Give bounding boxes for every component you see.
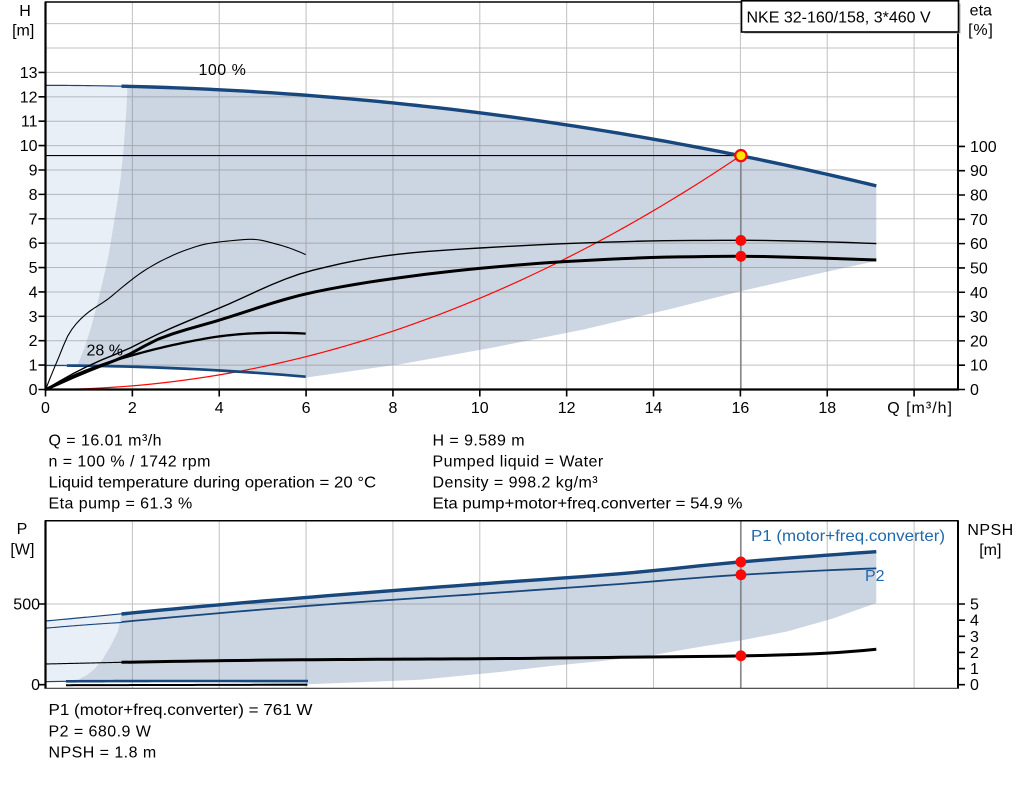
svg-text:12: 12 xyxy=(20,89,38,106)
svg-text:P1 (motor+freq.converter): P1 (motor+freq.converter) xyxy=(751,528,945,545)
svg-text:Liquid temperature during oper: Liquid temperature during operation = 20… xyxy=(49,475,377,492)
svg-text:11: 11 xyxy=(21,114,38,131)
svg-text:6: 6 xyxy=(302,400,311,417)
svg-text:P1 (motor+freq.converter) = 76: P1 (motor+freq.converter) = 761 W xyxy=(49,702,314,719)
svg-text:3: 3 xyxy=(29,309,38,326)
svg-text:1: 1 xyxy=(29,358,38,375)
svg-text:0: 0 xyxy=(29,382,38,399)
svg-text:P: P xyxy=(17,521,28,538)
svg-text:16: 16 xyxy=(731,400,749,417)
svg-text:[m]: [m] xyxy=(12,23,34,40)
svg-text:60: 60 xyxy=(970,236,988,253)
svg-text:90: 90 xyxy=(970,163,988,180)
svg-text:8: 8 xyxy=(388,400,397,417)
svg-text:n = 100 % / 1742 rpm: n = 100 % / 1742 rpm xyxy=(49,454,211,471)
svg-text:Eta pump = 61.3 %: Eta pump = 61.3 % xyxy=(49,496,193,513)
svg-text:Pumped liquid = Water: Pumped liquid = Water xyxy=(433,454,604,471)
svg-text:10: 10 xyxy=(471,400,489,417)
svg-text:NKE 32-160/158, 3*460 V: NKE 32-160/158, 3*460 V xyxy=(747,10,931,27)
svg-text:Eta pump+motor+freq.converter: Eta pump+motor+freq.converter = 54.9 % xyxy=(433,496,743,513)
svg-text:P2: P2 xyxy=(865,568,885,585)
svg-text:28 %: 28 % xyxy=(87,343,123,360)
svg-text:7: 7 xyxy=(29,211,38,228)
svg-text:H = 9.589 m: H = 9.589 m xyxy=(433,432,526,449)
svg-text:100 %: 100 % xyxy=(199,62,247,79)
svg-text:0: 0 xyxy=(970,382,979,399)
svg-text:eta: eta xyxy=(970,2,992,19)
svg-text:H: H xyxy=(19,3,31,20)
svg-text:5: 5 xyxy=(29,260,38,277)
svg-text:Density = 998.2 kg/m³: Density = 998.2 kg/m³ xyxy=(433,475,599,492)
svg-text:NPSH = 1.8 m: NPSH = 1.8 m xyxy=(49,744,157,761)
svg-text:14: 14 xyxy=(645,400,663,417)
svg-text:13: 13 xyxy=(20,65,38,82)
svg-text:4: 4 xyxy=(29,284,38,301)
svg-text:Q [m³/h]: Q [m³/h] xyxy=(887,400,953,417)
svg-text:2: 2 xyxy=(128,400,137,417)
svg-text:10: 10 xyxy=(970,358,988,375)
svg-text:6: 6 xyxy=(29,236,38,253)
svg-text:12: 12 xyxy=(558,400,576,417)
svg-text:30: 30 xyxy=(970,309,988,326)
svg-text:5: 5 xyxy=(970,597,979,614)
svg-text:1: 1 xyxy=(970,661,979,678)
svg-text:18: 18 xyxy=(818,400,836,417)
svg-text:40: 40 xyxy=(970,285,988,302)
svg-text:2: 2 xyxy=(970,645,979,662)
svg-text:70: 70 xyxy=(970,212,988,229)
svg-text:NPSH: NPSH xyxy=(967,522,1013,539)
svg-text:[m]: [m] xyxy=(979,542,1001,559)
svg-text:2: 2 xyxy=(29,333,38,350)
svg-text:80: 80 xyxy=(970,188,988,205)
svg-text:0: 0 xyxy=(41,400,50,417)
svg-text:500: 500 xyxy=(13,597,40,614)
svg-text:9: 9 xyxy=(29,162,38,179)
svg-text:100: 100 xyxy=(970,139,997,156)
svg-text:0: 0 xyxy=(970,677,979,694)
svg-text:4: 4 xyxy=(215,400,224,417)
svg-text:10: 10 xyxy=(20,138,38,155)
svg-text:8: 8 xyxy=(29,187,38,204)
svg-text:20: 20 xyxy=(970,333,988,350)
svg-text:0: 0 xyxy=(31,677,40,694)
svg-text:50: 50 xyxy=(970,260,988,277)
svg-text:[%]: [%] xyxy=(968,22,994,39)
svg-text:[W]: [W] xyxy=(10,542,34,559)
svg-text:3: 3 xyxy=(970,629,979,646)
svg-text:Q = 16.01 m³/h: Q = 16.01 m³/h xyxy=(49,432,162,449)
svg-text:4: 4 xyxy=(970,613,979,630)
svg-text:P2 = 680.9 W: P2 = 680.9 W xyxy=(49,723,152,740)
